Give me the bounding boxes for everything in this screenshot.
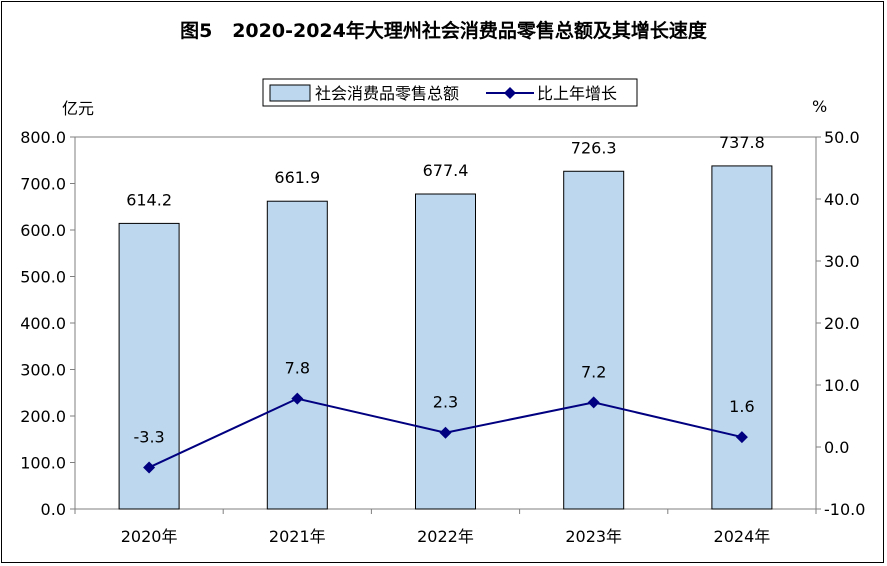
growth-data-label: 7.8 — [285, 359, 310, 378]
y-right-tick-label: -10.0 — [824, 500, 865, 519]
chart-title: 图5 2020-2024年大理州社会消费品零售总额及其增长速度 — [180, 20, 707, 42]
y-left-tick-label: 300.0 — [20, 361, 66, 380]
bar — [711, 165, 773, 510]
y-left-tick-label: 700.0 — [20, 175, 66, 194]
growth-data-label: 7.2 — [581, 362, 606, 381]
bar — [266, 200, 328, 510]
bar-labels: 614.2 661.9 677.4 726.3 737.8 — [126, 133, 765, 209]
x-ticks: 2020年 2021年 2022年 2023年 2024年 — [74, 509, 817, 546]
bar-data-label: 661.9 — [274, 168, 320, 187]
bar — [563, 170, 625, 510]
legend-bar-swatch — [269, 84, 311, 102]
x-tick-label: 2023年 — [565, 527, 622, 546]
growth-point — [143, 461, 156, 474]
legend-line-label: 比上年增长 — [537, 84, 617, 103]
y-right-ticks: -10.0 0.0 10.0 20.0 30.0 40.0 50.0 — [816, 128, 865, 519]
legend-line-marker — [504, 87, 516, 99]
y-right-tick-label: 30.0 — [824, 252, 860, 271]
bar — [415, 193, 476, 510]
growth-point — [291, 392, 304, 405]
y-left-tick-label: 100.0 — [20, 454, 66, 473]
legend-box — [262, 78, 638, 107]
bar-data-label: 614.2 — [126, 190, 172, 209]
y-right-tick-label: 20.0 — [824, 314, 860, 333]
x-tick-label: 2024年 — [714, 527, 771, 546]
y-right-tick-label: 0.0 — [824, 438, 849, 457]
line-labels: -3.3 7.8 2.3 7.2 1.6 — [133, 359, 754, 447]
growth-data-label: -3.3 — [133, 427, 164, 446]
y-left-unit: 亿元 — [62, 99, 94, 118]
growth-point — [587, 396, 600, 409]
y-right-tick-label: 40.0 — [824, 190, 860, 209]
y-left-tick-label: 500.0 — [20, 268, 66, 287]
bar-data-label: 737.8 — [719, 133, 765, 152]
y-left-tick-label: 0.0 — [41, 500, 66, 519]
y-left-tick-label: 800.0 — [20, 128, 66, 147]
y-left-tick-label: 200.0 — [20, 407, 66, 426]
growth-point — [439, 426, 452, 439]
bar-data-label: 726.3 — [571, 138, 617, 157]
legend-bar-label: 社会消费品零售总额 — [315, 84, 459, 103]
y-right-unit: % — [812, 97, 827, 116]
growth-point — [735, 431, 748, 444]
x-tick-label: 2022年 — [417, 527, 474, 546]
y-left-ticks: 0.0 100.0 200.0 300.0 400.0 500.0 600.0 700.0 80… — [20, 128, 75, 519]
x-tick-label: 2020年 — [121, 527, 178, 546]
bar-series — [118, 165, 773, 510]
y-left-tick-label: 600.0 — [20, 221, 66, 240]
legend: 社会消费品零售总额 比上年增长 — [262, 78, 638, 107]
bar-data-label: 677.4 — [423, 161, 469, 180]
line-series — [143, 392, 748, 474]
x-tick-label: 2021年 — [269, 527, 326, 546]
y-left-tick-label: 400.0 — [20, 314, 66, 333]
growth-data-label: 1.6 — [729, 397, 754, 416]
growth-data-label: 2.3 — [433, 393, 458, 412]
bar — [118, 222, 180, 510]
y-right-tick-label: 50.0 — [824, 128, 860, 147]
y-right-tick-label: 10.0 — [824, 376, 860, 395]
